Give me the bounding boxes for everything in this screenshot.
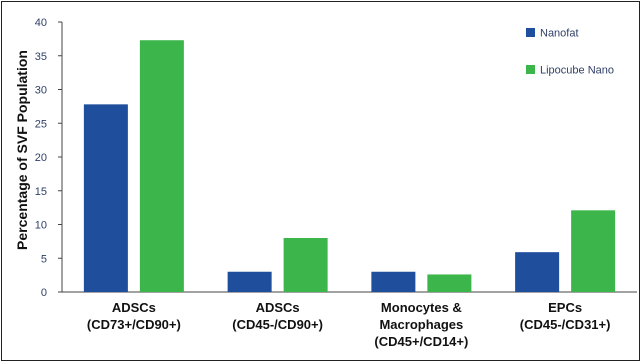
bar-nanofat-3 (515, 252, 560, 292)
y-tick-label: 40 (35, 17, 47, 29)
x-category-label-line: Monocytes & (381, 300, 462, 315)
x-category-label: ADSCs (CD73+/CD90+) (87, 300, 181, 332)
y-tick-label: 20 (35, 152, 47, 164)
y-tick-label: 30 (35, 85, 47, 97)
legend: Nanofat Lipocube Nano (526, 28, 614, 77)
x-category-label-line: EPCs (548, 300, 582, 315)
bar-lipocube-nano-1 (283, 238, 328, 292)
x-category-label-line: ADSCs (112, 300, 156, 315)
bar-lipocube-nano-3 (571, 210, 616, 292)
x-category-label: EPCs (CD45-/CD31+) (520, 300, 611, 332)
x-category-label-line: ADSCs (256, 300, 300, 315)
bar-nanofat-1 (227, 271, 272, 292)
x-category-label-line: (CD45-/CD31+) (520, 317, 611, 332)
y-tick-label: 25 (35, 118, 47, 130)
bar-nanofat-0 (83, 104, 128, 292)
x-category-label-line: (CD45-/CD90+) (232, 317, 323, 332)
legend-label: Lipocube Nano (540, 65, 614, 77)
legend-label: Nanofat (540, 28, 579, 40)
category-labels: ADSCs (CD73+/CD90+) ADSCs (CD45-/CD90+) Mono… (87, 300, 611, 349)
x-category-label: Monocytes & Macrophages (CD45+/CD14+) (374, 300, 468, 349)
bars (83, 40, 616, 292)
bar-lipocube-nano-2 (427, 274, 472, 292)
y-axis-label: Percentage of SVF Population (14, 50, 30, 250)
y-tick-label: 35 (35, 51, 47, 63)
y-tick-label: 0 (41, 287, 47, 299)
bar-nanofat-2 (371, 271, 416, 292)
bar-lipocube-nano-0 (139, 40, 184, 292)
y-tick-label: 5 (41, 253, 47, 265)
x-category-label-line: (CD45+/CD14+) (374, 334, 468, 349)
x-category-label-line: (CD73+/CD90+) (87, 317, 181, 332)
x-category-label-line: Macrophages (379, 317, 463, 332)
legend-swatch (526, 28, 535, 37)
y-tick-label: 15 (35, 186, 47, 198)
legend-swatch (526, 65, 535, 74)
y-tick-label: 10 (35, 220, 47, 232)
y-axis: 0 5 10 15 20 25 30 35 40 (35, 17, 63, 299)
x-category-label: ADSCs (CD45-/CD90+) (232, 300, 323, 332)
